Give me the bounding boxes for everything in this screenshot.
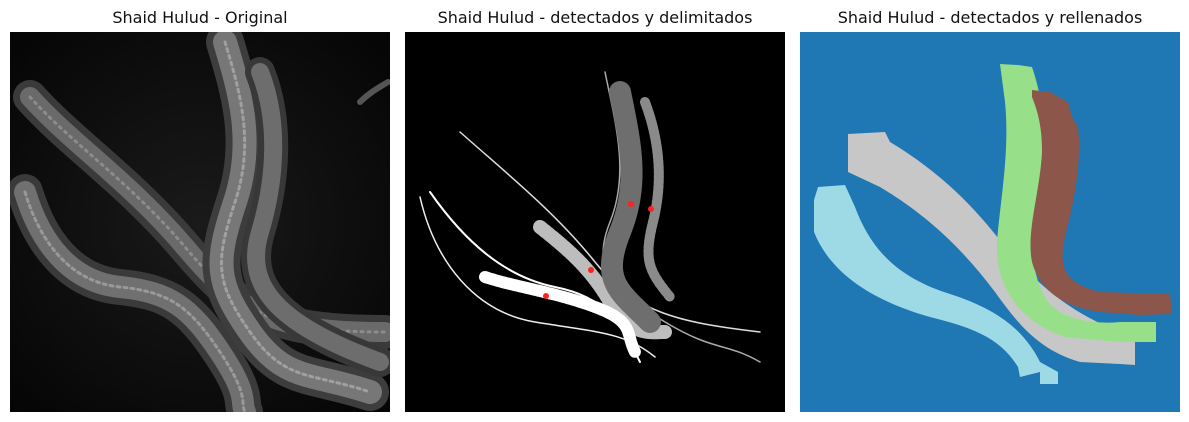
- centroid-markers: [543, 201, 654, 299]
- worm-outlined-2: [479, 271, 641, 358]
- title-outlined: Shaid Hulud - detectados y delimitados: [437, 8, 753, 27]
- outlined-image: [405, 32, 785, 412]
- title-filled: Shaid Hulud - detectados y rellenados: [837, 8, 1143, 27]
- worm-outlined-3: [600, 81, 661, 333]
- title-original: Shaid Hulud - Original: [112, 8, 288, 27]
- worm-filled-1: [814, 185, 1058, 384]
- worm-filled-3: [996, 64, 1156, 342]
- filled-image: [800, 32, 1180, 412]
- worm-filled-4: [1030, 90, 1172, 315]
- original-image: [10, 32, 390, 412]
- worm-filled-2: [848, 132, 1135, 365]
- worm-outlined-4: [640, 97, 675, 302]
